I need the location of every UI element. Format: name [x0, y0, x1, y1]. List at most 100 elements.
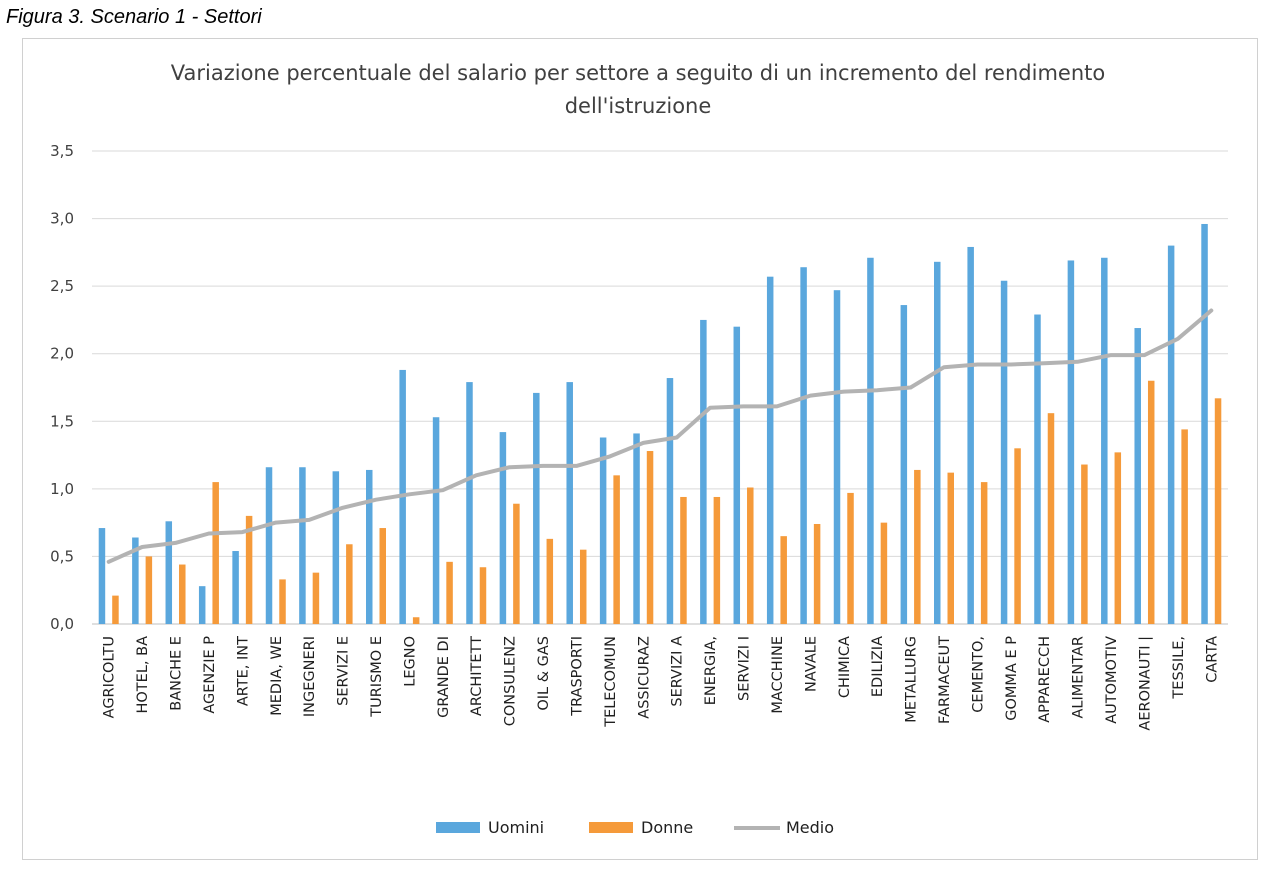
bar-donne — [412, 617, 420, 624]
x-category-label: ASSICURAZ — [636, 636, 652, 719]
bar-donne — [279, 579, 286, 624]
bar-uomini — [633, 433, 640, 624]
x-category-label: MACCHINE — [770, 636, 786, 714]
bar-uomini — [800, 267, 807, 624]
x-category-label: ALIMENTAR — [1071, 636, 1087, 719]
bar-uomini — [1134, 328, 1141, 624]
x-category-label: FARMACEUT — [937, 636, 953, 724]
x-category-label: AERONAUTI | — [1137, 636, 1153, 731]
bar-donne — [112, 595, 119, 624]
legend-label-uomini: Uomini — [488, 818, 544, 837]
legend-label-donne: Donne — [641, 818, 693, 837]
x-category-label: AUTOMOTIV — [1104, 636, 1120, 724]
bar-uomini — [232, 551, 239, 624]
bar-donne — [1014, 448, 1021, 624]
x-category-label: AGRICOLTU — [102, 636, 118, 718]
bar-donne — [880, 522, 888, 624]
bar-donne — [1081, 464, 1088, 624]
bar-uomini — [98, 528, 106, 624]
bar-donne — [179, 564, 186, 624]
y-tick-label: 0,5 — [50, 547, 74, 565]
x-category-label: LEGNO — [402, 636, 418, 687]
bar-uomini — [967, 246, 974, 625]
x-category-label: SERVIZI A — [670, 636, 686, 707]
bar-uomini — [1167, 245, 1175, 624]
bar-uomini — [265, 467, 273, 624]
chart-frame — [22, 38, 1258, 860]
bar-uomini — [1067, 260, 1075, 624]
bar-donne — [713, 496, 721, 624]
chart-title-line1: Variazione percentuale del salario per s… — [171, 61, 1105, 85]
bar-donne — [546, 538, 554, 624]
bar-donne — [780, 536, 787, 624]
figure-caption: Figura 3. Scenario 1 - Settori — [6, 6, 262, 28]
bar-donne — [446, 561, 453, 624]
x-category-label: CEMENTO, — [970, 636, 986, 713]
bar-uomini — [1101, 257, 1108, 624]
bar-donne — [1114, 452, 1122, 624]
x-category-label: INGEGNERI — [302, 636, 318, 717]
x-category-label: TESSILE, — [1171, 636, 1187, 700]
y-tick-label: 1,5 — [50, 412, 74, 430]
bar-donne — [379, 528, 386, 624]
x-category-label: APPARECCH — [1037, 636, 1053, 723]
bar-uomini — [132, 537, 139, 624]
bar-uomini — [198, 586, 206, 624]
x-category-label: SERVIZI E — [336, 636, 352, 706]
bar-uomini — [165, 521, 173, 624]
x-category-label: ARTE, INT — [235, 636, 251, 706]
x-category-label: CONSULENZ — [503, 636, 519, 726]
bar-uomini — [1034, 314, 1041, 624]
bar-donne — [1214, 398, 1222, 624]
bar-donne — [747, 487, 754, 624]
bar-uomini — [833, 290, 841, 624]
bar-donne — [245, 515, 253, 624]
bar-donne — [947, 472, 954, 624]
bar-uomini — [533, 392, 540, 624]
x-category-label: MEDIA, WE — [269, 636, 285, 716]
y-tick-label: 3,5 — [50, 142, 74, 160]
x-category-label: NAVALE — [803, 636, 819, 692]
bar-donne — [346, 544, 353, 624]
x-category-label: TURISMO E — [369, 636, 385, 718]
legend-swatch-uomini — [436, 822, 480, 833]
x-category-label: SERVIZI I — [737, 636, 753, 701]
bar-donne — [914, 469, 921, 624]
bar-donne — [847, 492, 854, 624]
x-category-label: GOMMA E P — [1004, 636, 1020, 721]
x-category-label: EDILIZIA — [870, 636, 886, 697]
line-medio — [106, 308, 1214, 564]
bar-donne — [513, 503, 520, 624]
bar-donne — [212, 482, 219, 624]
legend-swatch-donne — [589, 822, 633, 833]
x-category-label: HOTEL, BA — [135, 636, 151, 714]
bar-uomini — [733, 326, 741, 624]
x-category-label: AGENZIE P — [202, 636, 218, 714]
x-category-label: CHIMICA — [837, 636, 853, 698]
bar-donne — [813, 523, 821, 624]
x-category-label: ENERGIA, — [703, 636, 719, 705]
x-category-label: CARTA — [1204, 636, 1220, 683]
bar-uomini — [867, 257, 874, 624]
y-tick-label: 1,0 — [50, 480, 74, 498]
bar-donne — [479, 567, 487, 624]
bar-uomini — [1000, 280, 1008, 624]
bar-uomini — [499, 432, 507, 624]
x-category-label: ARCHITETT — [469, 636, 485, 716]
x-category-label: GRANDE DI — [436, 636, 452, 718]
y-tick-label: 2,5 — [50, 277, 74, 295]
bar-donne — [1147, 380, 1155, 624]
x-category-label: TELECOMUN — [603, 636, 619, 728]
bar-donne — [1047, 413, 1055, 624]
bar-uomini — [299, 467, 306, 624]
legend-label-medio: Medio — [786, 818, 834, 837]
x-category-label: OIL & GAS — [536, 636, 552, 711]
bar-donne — [1181, 429, 1188, 624]
bar-uomini — [566, 382, 573, 624]
bar-donne — [145, 556, 153, 624]
bar-uomini — [366, 469, 373, 624]
bar-uomini — [766, 276, 774, 624]
x-category-label: METALLURG — [904, 636, 920, 723]
bar-donne — [646, 451, 654, 624]
